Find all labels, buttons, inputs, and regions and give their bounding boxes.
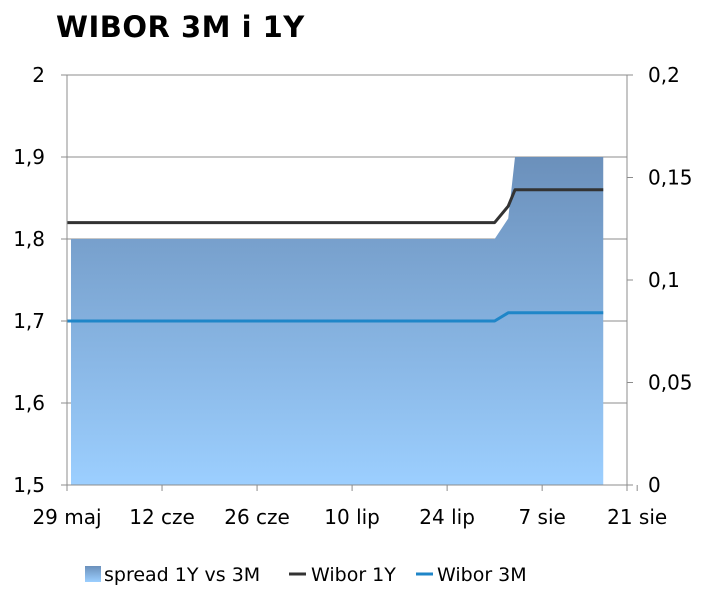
y-right-tick-label: 0,2 — [648, 63, 680, 87]
tick-labels: 1,5 1,6 1,7 1,8 1,9 2 0 0,05 0,1 0,15 0,2 29 maj 12 … — [13, 63, 693, 529]
line-wibor-1y — [67, 188, 604, 225]
y-right-tick-label: 0 — [648, 473, 661, 497]
x-tick-label: 12 cze — [129, 505, 195, 529]
x-tick-label: 24 lip — [419, 505, 475, 529]
legend-swatch-area — [85, 566, 101, 582]
legend-label: Wibor 3M — [437, 564, 527, 586]
y-left-tick-label: 1,7 — [13, 309, 45, 333]
y-left-tick-label: 1,5 — [13, 473, 45, 497]
axes — [61, 74, 638, 491]
chart-title: WIBOR 3M i 1Y — [56, 10, 305, 44]
line-layer — [67, 188, 604, 323]
legend-label: spread 1Y vs 3M — [104, 564, 260, 586]
x-tick-label: 10 lip — [324, 505, 380, 529]
line-wibor-3m — [67, 311, 604, 323]
x-tick-label: 29 maj — [32, 505, 101, 529]
x-tick-label: 7 sie — [518, 505, 565, 529]
y-left-tick-label: 1,9 — [13, 145, 45, 169]
y-right-tick-label: 0,1 — [648, 268, 680, 292]
legend-label: Wibor 1Y — [311, 564, 396, 586]
y-left-tick-label: 2 — [32, 63, 45, 87]
legend: spread 1Y vs 3M Wibor 1Y Wibor 3M — [85, 564, 527, 586]
x-tick-label: 26 cze — [224, 505, 290, 529]
y-left-tick-label: 1,8 — [13, 227, 45, 251]
y-right-tick-label: 0,15 — [648, 166, 693, 190]
x-tick-label: 21 sie — [607, 505, 667, 529]
y-right-tick-label: 0,05 — [648, 371, 693, 395]
y-left-tick-label: 1,6 — [13, 391, 45, 415]
